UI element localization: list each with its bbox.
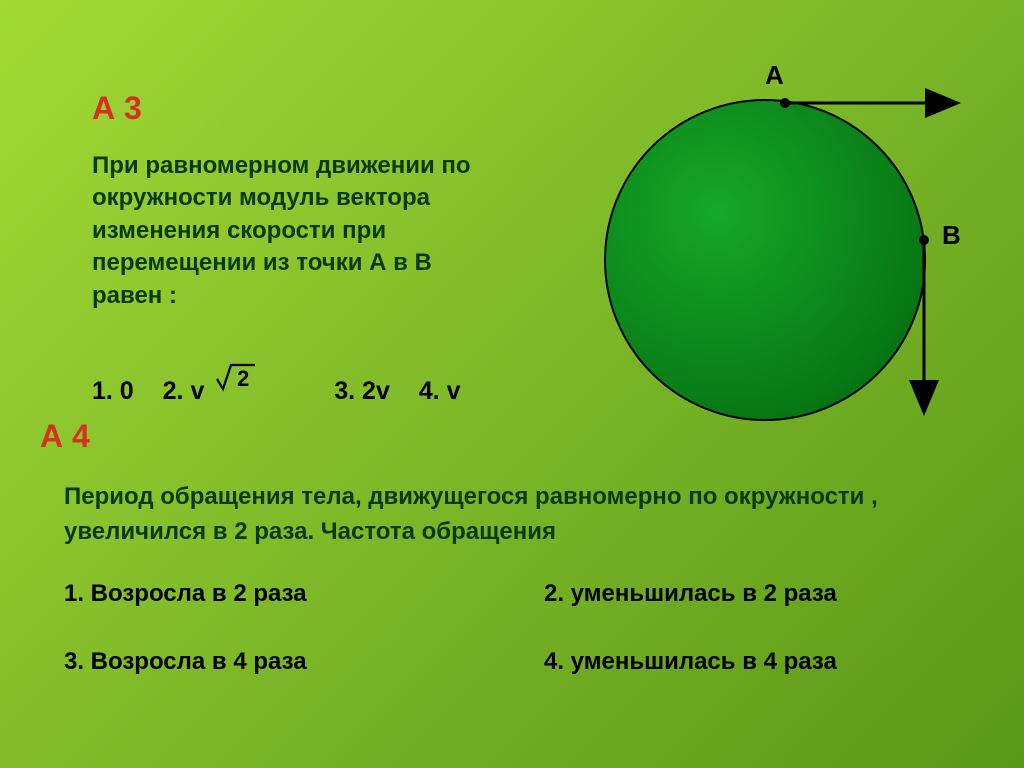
a3-option-3: 3. 2v bbox=[334, 377, 390, 406]
sqrt-value: 2 bbox=[237, 366, 249, 391]
circle-shape bbox=[605, 100, 925, 420]
question-a4-text: Период обращения тела, движущегося равно… bbox=[64, 480, 969, 550]
a3-option-2-prefix: 2. v bbox=[163, 377, 205, 405]
question-a3-label: А 3 bbox=[92, 90, 142, 127]
question-a3-text: При равномерном движении по окружности м… bbox=[92, 150, 497, 312]
a3-option-2: 2. v 2 bbox=[163, 367, 258, 406]
a3-option-1: 1. 0 bbox=[92, 377, 134, 406]
point-a-label: А bbox=[765, 60, 784, 91]
point-b-label: В bbox=[942, 220, 961, 251]
sqrt-icon: 2 bbox=[215, 361, 257, 400]
a4-option-2: 2. уменьшилась в 2 раза bbox=[544, 580, 964, 608]
question-a4-label: А 4 bbox=[40, 418, 90, 455]
circle-diagram: А В bbox=[560, 45, 970, 425]
question-a4-options: 1. Возросла в 2 раза 2. уменьшилась в 2 … bbox=[64, 580, 964, 716]
point-a-dot bbox=[780, 98, 790, 108]
a3-option-4: 4. v bbox=[419, 377, 461, 406]
a4-option-4: 4. уменьшилась в 4 раза bbox=[544, 648, 964, 676]
diagram-svg bbox=[560, 45, 970, 425]
point-b-dot bbox=[919, 235, 929, 245]
a4-option-3: 3. Возросла в 4 раза bbox=[64, 648, 544, 676]
question-a3-options: 1. 0 2. v 2 3. 2v 4. v bbox=[92, 367, 461, 406]
a4-option-1: 1. Возросла в 2 раза bbox=[64, 580, 544, 608]
